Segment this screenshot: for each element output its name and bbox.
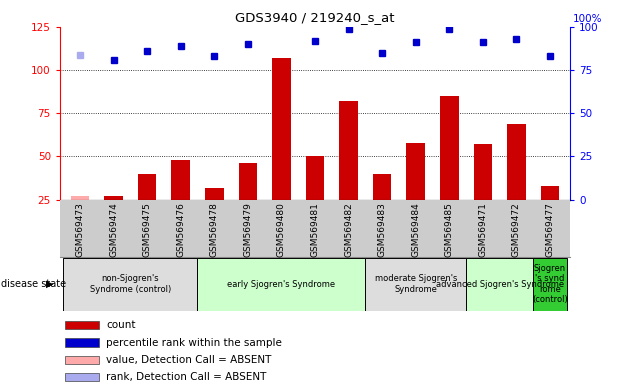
Bar	[205, 188, 224, 200]
Bar	[306, 157, 324, 200]
Text: Sjogren
's synd
rome
(control): Sjogren 's synd rome (control)	[532, 264, 568, 304]
Text: GSM569476: GSM569476	[176, 203, 185, 257]
Bar	[406, 143, 425, 200]
Text: 100%: 100%	[573, 14, 602, 24]
FancyBboxPatch shape	[63, 258, 197, 311]
Bar	[71, 196, 89, 200]
Bar	[373, 174, 391, 200]
Text: moderate Sjogren's
Syndrome: moderate Sjogren's Syndrome	[374, 275, 457, 294]
Bar	[138, 174, 156, 200]
Text: GSM569482: GSM569482	[344, 203, 353, 257]
Text: GSM569473: GSM569473	[76, 203, 84, 257]
Bar	[105, 196, 123, 200]
Text: advanced Sjogren's Syndrome: advanced Sjogren's Syndrome	[435, 280, 564, 289]
Text: ▶: ▶	[46, 279, 54, 289]
Text: GSM569472: GSM569472	[512, 203, 521, 257]
Text: rank, Detection Call = ABSENT: rank, Detection Call = ABSENT	[106, 372, 266, 382]
Title: GDS3940 / 219240_s_at: GDS3940 / 219240_s_at	[235, 11, 395, 24]
Text: value, Detection Call = ABSENT: value, Detection Call = ABSENT	[106, 355, 272, 365]
Text: GSM569474: GSM569474	[109, 203, 118, 257]
Text: early Sjogren's Syndrome: early Sjogren's Syndrome	[227, 280, 336, 289]
Text: GSM569475: GSM569475	[142, 203, 152, 257]
Bar	[65, 321, 99, 329]
Text: GSM569480: GSM569480	[277, 203, 286, 257]
Bar	[272, 58, 290, 200]
Bar	[474, 144, 492, 200]
Text: GSM569481: GSM569481	[311, 203, 319, 257]
Text: GSM569485: GSM569485	[445, 203, 454, 257]
FancyBboxPatch shape	[197, 258, 365, 311]
Text: GSM569479: GSM569479	[243, 203, 253, 257]
Text: GSM569483: GSM569483	[377, 203, 387, 257]
FancyBboxPatch shape	[533, 258, 567, 311]
Bar	[507, 124, 525, 200]
FancyBboxPatch shape	[466, 258, 533, 311]
Text: count: count	[106, 320, 136, 330]
Bar	[340, 101, 358, 200]
Text: GSM569477: GSM569477	[546, 203, 554, 257]
Bar	[239, 164, 257, 200]
Bar	[541, 186, 559, 200]
Bar	[65, 356, 99, 364]
Text: GSM569484: GSM569484	[411, 203, 420, 257]
FancyBboxPatch shape	[365, 258, 466, 311]
Text: GSM569471: GSM569471	[478, 203, 488, 257]
Text: GSM569478: GSM569478	[210, 203, 219, 257]
Bar	[440, 96, 459, 200]
Bar	[65, 373, 99, 381]
Text: disease state: disease state	[1, 279, 66, 289]
Bar	[65, 338, 99, 347]
Text: percentile rank within the sample: percentile rank within the sample	[106, 338, 282, 348]
Text: non-Sjogren's
Syndrome (control): non-Sjogren's Syndrome (control)	[89, 275, 171, 294]
Bar	[171, 160, 190, 200]
